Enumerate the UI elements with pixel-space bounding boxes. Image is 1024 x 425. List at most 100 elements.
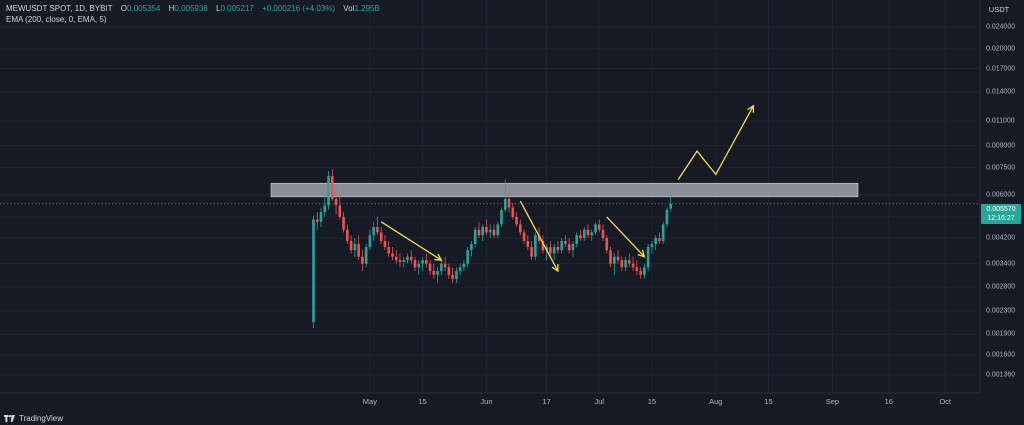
price-tick-label: 0.001900	[986, 330, 1016, 338]
change-value: +0.000216 (+4.03%)	[262, 4, 336, 13]
open-label: O	[120, 4, 128, 13]
high-value: 0.005938	[174, 4, 208, 13]
time-tick-label: Jun	[480, 397, 493, 406]
candle-body	[624, 260, 627, 268]
tradingview-brand[interactable]: TradingView	[4, 414, 63, 423]
candle-body	[635, 267, 639, 272]
time-tick-label: 16	[884, 397, 893, 406]
candle-body	[323, 205, 327, 213]
open-value: 0.005354	[127, 4, 161, 13]
candle-body	[473, 229, 477, 244]
down-arrow-head	[551, 264, 559, 273]
time-tick-label: May	[362, 397, 377, 406]
candle-body	[342, 216, 345, 230]
candle-body	[537, 235, 541, 241]
candle-body	[353, 243, 357, 251]
price-tick-label: 0.002300	[986, 307, 1016, 315]
candle-body	[631, 263, 635, 268]
candle-body	[530, 247, 533, 257]
time-tick-label: 15	[418, 397, 427, 406]
current-price-tag: 0.005570 12:16:27	[981, 204, 1021, 224]
price-tick-label: 0.024000	[986, 23, 1016, 31]
candle-body	[590, 232, 594, 236]
candle-body	[560, 240, 563, 251]
down-arrow	[606, 216, 645, 258]
candle-body	[315, 219, 319, 222]
candle-body	[436, 271, 439, 275]
candle-body	[594, 224, 597, 233]
candle-body	[496, 224, 500, 236]
candle-body	[605, 238, 609, 251]
candle-body	[338, 205, 342, 217]
time-tick-label: Aug	[709, 397, 723, 406]
current-price-value: 0.005570	[986, 206, 1016, 213]
candle-body	[361, 256, 364, 264]
symbol-legend: MEWUSDT SPOT, 1D, BYBIT O0.005354 H0.005…	[6, 3, 380, 14]
candle-body	[665, 209, 669, 225]
candle-body	[515, 216, 518, 225]
candle-body	[451, 274, 454, 279]
down-arrow	[380, 221, 442, 261]
candle-body	[646, 247, 650, 268]
candles	[312, 169, 672, 329]
down-arrow	[519, 200, 559, 272]
candle-body	[421, 260, 424, 264]
price-tick-label: 0.006000	[986, 191, 1016, 199]
candle-body	[331, 176, 334, 199]
ema-indicator-legend[interactable]: EMA (200, close, 0, EMA, 5)	[6, 15, 107, 24]
candle-body	[545, 247, 548, 251]
candle-body	[658, 238, 661, 241]
candle-body	[458, 267, 462, 272]
down-arrow-head	[637, 249, 646, 258]
low-label: L	[216, 4, 221, 13]
candle-body	[643, 267, 646, 275]
candle-body	[346, 229, 349, 241]
candle-body	[466, 250, 469, 264]
candle-body	[398, 260, 402, 262]
low-value: 0.005217	[220, 4, 254, 13]
candle-body	[616, 256, 620, 261]
time-tick-label: Sep	[825, 397, 840, 406]
trend-arrows	[380, 104, 755, 273]
price-tick-label: 0.002800	[986, 283, 1016, 291]
candle-body	[519, 224, 522, 233]
currency-unit-button[interactable]: USDT	[988, 5, 1010, 14]
candle-body	[383, 240, 387, 248]
volume-label: Vol	[343, 4, 355, 13]
candle-body	[534, 235, 537, 257]
symbol-name[interactable]: MEWUSDT SPOT, 1D, BYBIT	[6, 4, 113, 13]
price-tick-label: 0.004200	[986, 234, 1016, 242]
candle-body	[391, 253, 394, 257]
price-tick-label: 0.003400	[986, 260, 1016, 268]
candle-body	[597, 224, 601, 230]
candle-body	[586, 229, 590, 236]
candle-body	[500, 209, 503, 225]
candle-body	[567, 243, 571, 251]
candle-body	[579, 235, 582, 239]
candle-body	[661, 224, 665, 241]
candle-body	[628, 260, 631, 264]
candle-body	[443, 263, 447, 268]
candle-body	[417, 263, 421, 268]
candle-body	[462, 263, 466, 268]
candle-body	[394, 256, 398, 261]
candle-body	[477, 229, 481, 236]
candle-body	[669, 203, 672, 209]
time-tick-label: 15	[764, 397, 773, 406]
time-tick-label: 15	[647, 397, 657, 406]
candle-body	[564, 240, 567, 244]
candle-body	[319, 212, 323, 222]
projection-arrow	[677, 105, 754, 180]
candle-body	[376, 227, 379, 233]
candle-body	[387, 247, 390, 254]
candle-body	[492, 229, 496, 236]
candle-body	[601, 229, 605, 239]
candle-body	[488, 229, 492, 233]
candle-body	[327, 176, 330, 206]
candle-body	[552, 247, 556, 254]
candle-body	[541, 240, 545, 251]
volume-value: 1.295B	[354, 4, 380, 13]
candle-body	[654, 238, 657, 244]
candle-body	[425, 260, 428, 264]
